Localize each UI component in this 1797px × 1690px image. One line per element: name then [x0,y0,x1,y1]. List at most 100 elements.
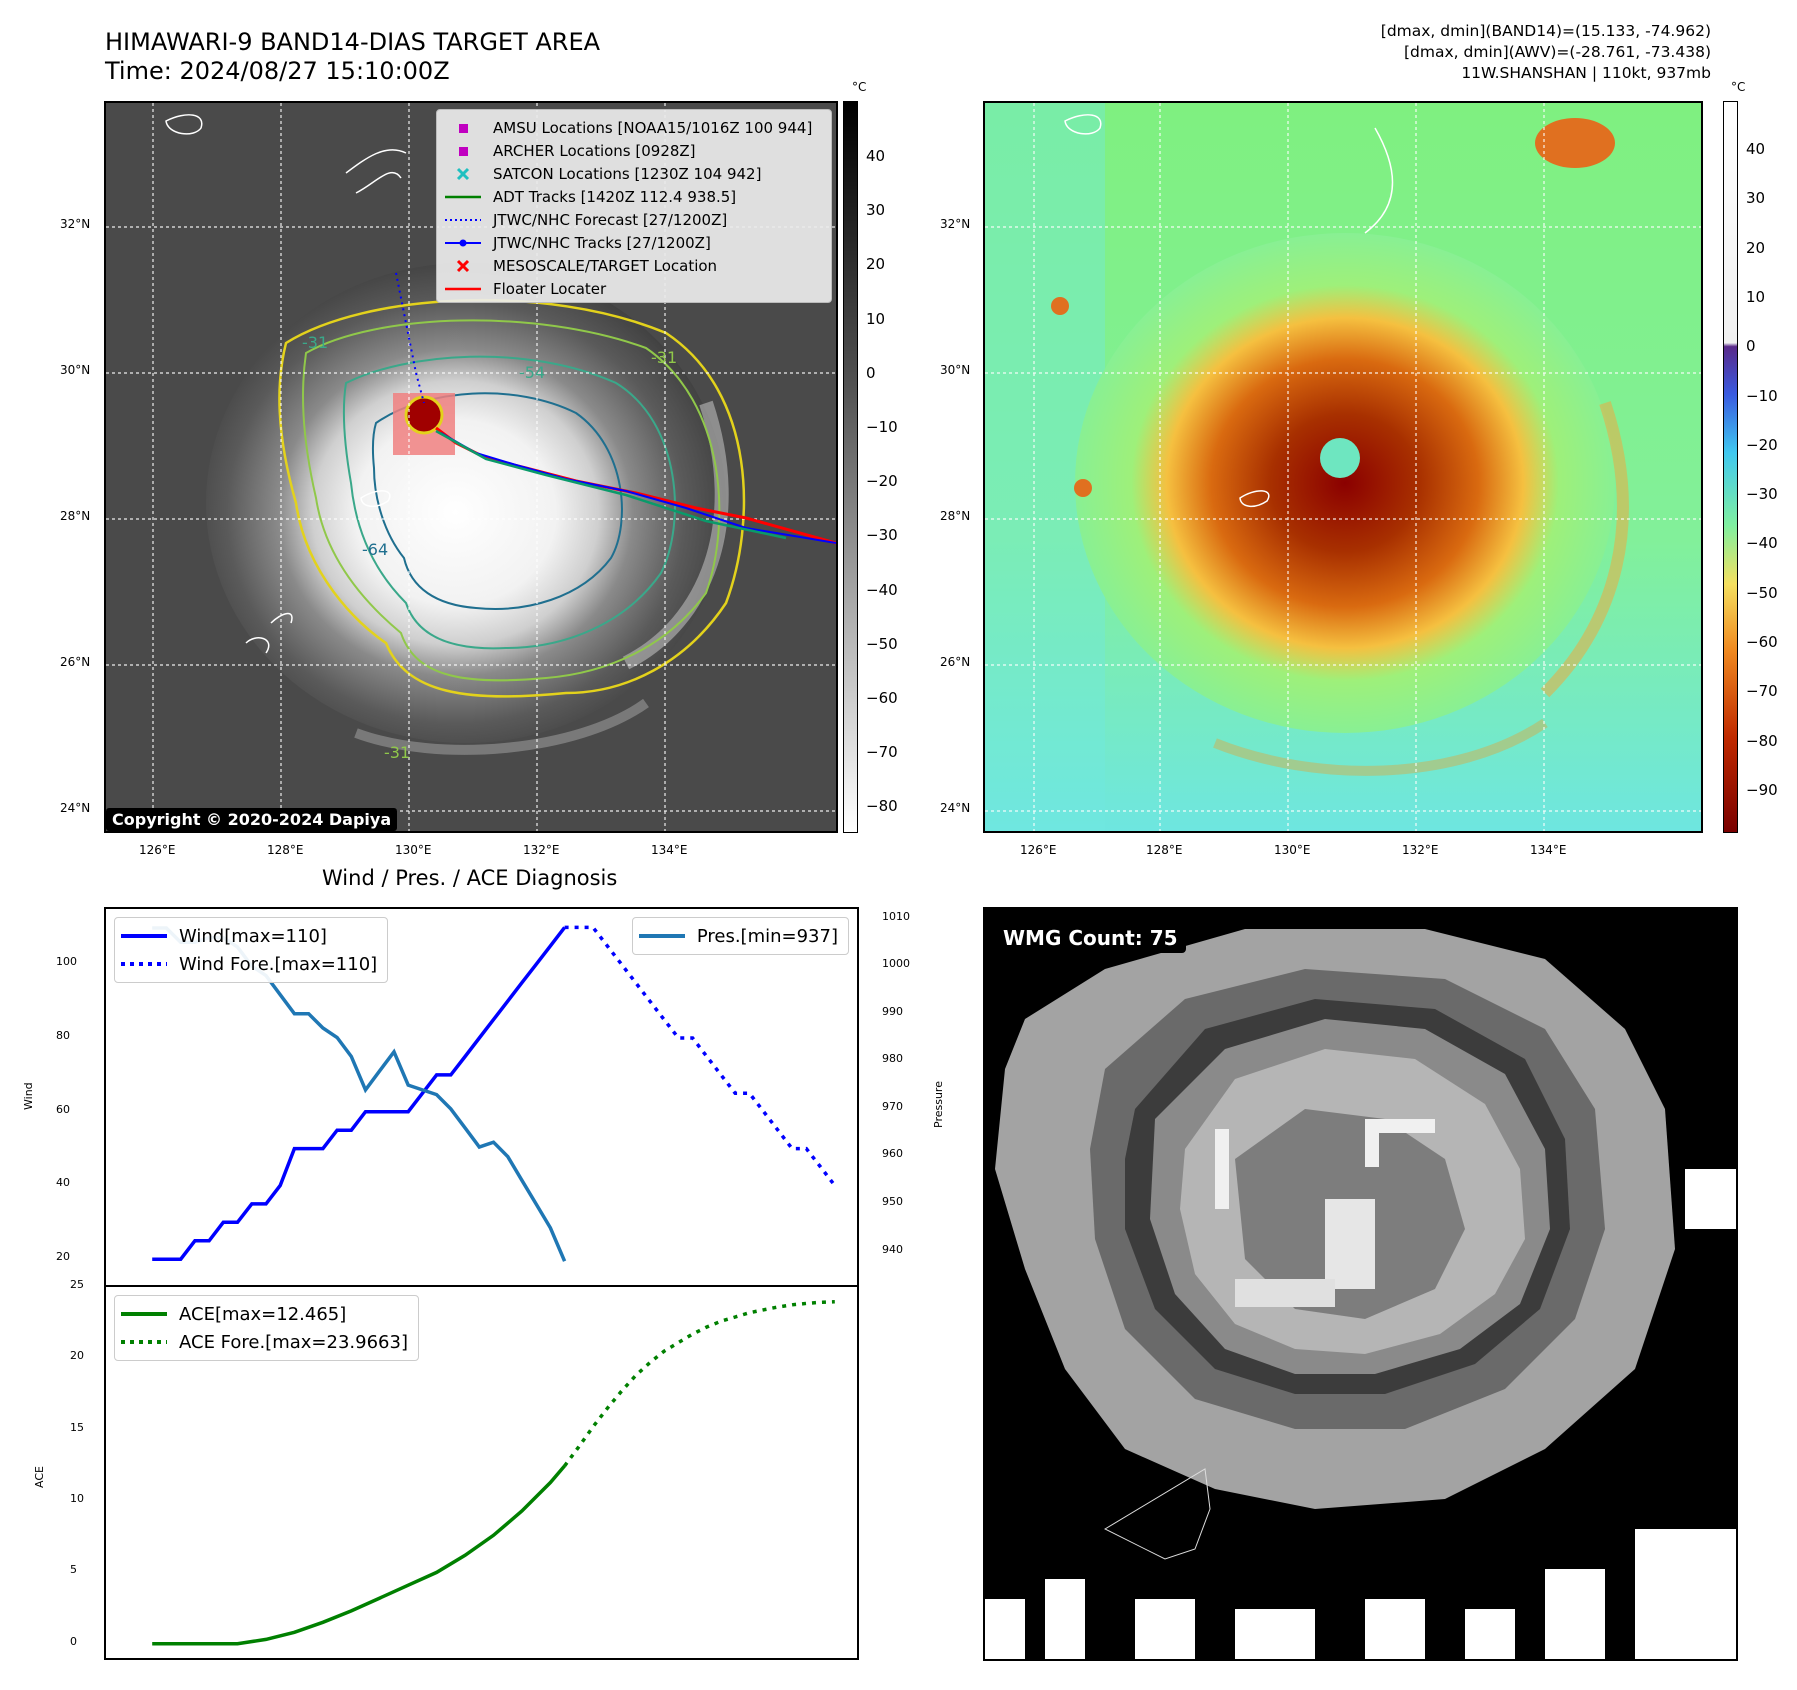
colorbar-tick: −30 [866,526,898,545]
ace-ytick: 15 [70,1420,84,1434]
pressure-ytick: 980 [882,1052,903,1066]
legend-entry: Pres.[min=937] [638,925,838,947]
pressure-ytick: 1000 [882,957,910,971]
contour-label: -31 [651,348,677,367]
colorbar-tick: 0 [1746,337,1756,356]
lon-label: 134°E [1530,843,1567,857]
colorbar-tick: 40 [866,147,886,165]
colorbar-tick: −70 [1746,682,1778,701]
legend-symbol [445,235,481,251]
map-legend: AMSU Locations [NOAA15/1016Z 100 944] ARC… [436,109,832,303]
dmax-band14-info: [dmax, dmin](BAND14)=(15.133, -74.962) [1380,22,1711,40]
legend-symbol [445,143,481,159]
colorbar-tick: −90 [1746,780,1778,799]
legend-label: MESOSCALE/TARGET Location [493,256,718,275]
pressure-ytick: 940 [882,1242,903,1256]
legend-entry: Wind[max=110] [121,925,327,947]
colorbar-tick: 30 [866,201,886,220]
ir-map-panel: -31 -54 -64 -31 -31 AMSU Locations [NOAA… [104,101,838,833]
colorbar-tick: −20 [1746,435,1778,454]
colorbar-tick: −10 [866,418,898,436]
ace-ytick: 25 [70,1278,84,1291]
colorbar-tick: −50 [1746,583,1778,602]
lat-label: 24°N [940,801,971,815]
colorbar-tick: −70 [866,743,898,762]
storm-info: 11W.SHANSHAN | 110kt, 937mb [1461,64,1711,82]
legend-label: ADT Tracks [1420Z 112.4 938.5] [493,187,737,206]
ace-ytick: 5 [70,1563,77,1577]
lat-label: 28°N [940,509,971,523]
lat-label: 32°N [60,217,91,231]
lat-label: 26°N [60,655,91,669]
pressure-ytick: 970 [882,1099,903,1113]
colorbar-tick: −50 [866,634,898,653]
ace-ytick: 10 [70,1492,84,1506]
lat-label: 30°N [60,363,91,377]
map-legend-entry: ARCHER Locations [0928Z] [445,139,821,162]
lat-label: 30°N [940,363,971,377]
pressure-ylabel: Pressure [932,1081,945,1128]
wind-panel: Wind[max=110] Wind Fore.[max=110] Pres.[… [104,907,859,1287]
legend-label: JTWC/NHC Tracks [27/1200Z] [493,233,711,252]
legend-label: SATCON Locations [1230Z 104 942] [493,164,762,183]
wind-ytick: 40 [56,1176,70,1190]
legend-label: AMSU Locations [NOAA15/1016Z 100 944] [493,118,813,137]
colorbar-tick: 20 [1746,238,1766,257]
colorbar-tick: 10 [1746,287,1766,306]
colorbar-tick: −10 [1746,386,1778,405]
ace-panel: ACE[max=12.465] ACE Fore.[max=23.9663] [104,1285,859,1660]
lat-label: 28°N [60,509,91,523]
ace-line [152,1464,566,1646]
legend-label: Floater Locater [493,279,607,298]
legend-label: ARCHER Locations [0928Z] [493,141,696,160]
colorbar-right-unit: °C [1731,80,1746,94]
ace-legend: ACE[max=12.465] ACE Fore.[max=23.9663] [114,1295,419,1361]
wind-legend: Wind[max=110] Wind Fore.[max=110] [114,917,389,983]
ace-ylabel: ACE [33,1466,46,1488]
legend-entry: Wind Fore.[max=110] [121,953,378,975]
lon-label: 126°E [1020,843,1057,857]
lon-label: 132°E [1402,843,1439,857]
wind-line [152,926,566,1261]
lon-label: 128°E [267,843,304,857]
map-legend-entry: ADT Tracks [1420Z 112.4 938.5] [445,185,821,208]
ace-ytick: 20 [70,1349,84,1363]
wmg-image [985,909,1736,1659]
chart-time: Time: 2024/08/27 15:10:00Z [105,57,450,85]
awv-map [985,103,1701,831]
lon-label: 134°E [651,843,688,857]
map-legend-entry: JTWC/NHC Tracks [27/1200Z] [445,231,821,254]
colorbar-tick: −60 [1746,633,1778,651]
pressure-ytick: 950 [882,1195,903,1209]
chart-title: HIMAWARI-9 BAND14-DIAS TARGET AREA [105,28,601,56]
map-legend-entry: AMSU Locations [NOAA15/1016Z 100 944] [445,116,821,139]
lon-label: 130°E [395,843,432,857]
legend-symbol [445,281,481,297]
wind-ytick: 100 [56,955,77,969]
legend-symbol [445,189,481,205]
contour-label: -54 [519,363,545,382]
colorbar-tick: −80 [1746,731,1778,750]
colorbar-tick: 20 [866,255,886,274]
ace-ytick: 0 [70,1634,77,1648]
ace-forecast-line [563,1300,835,1467]
colorbar-right [1723,101,1738,833]
awv-map-panel [983,101,1703,833]
colorbar-tick: −40 [1746,534,1778,553]
copyright-label: Copyright © 2020-2024 Dapiya [106,808,398,831]
legend-symbol [445,258,481,274]
legend-label: JTWC/NHC Forecast [27/1200Z] [493,210,728,229]
ace-chart [152,1300,835,1646]
lon-label: 130°E [1274,843,1311,857]
wmg-count-label: WMG Count: 75 [995,923,1186,953]
colorbar-tick: 0 [866,363,876,382]
pressure-ytick: 960 [882,1147,903,1161]
lat-label: 24°N [60,801,91,815]
colorbar-left-unit: °C [852,80,867,94]
colorbar-tick: 30 [1746,189,1766,208]
lon-label: 126°E [139,843,176,857]
colorbar-tick: 10 [866,309,886,328]
contour-label: -64 [362,540,388,559]
map-legend-entry: Floater Locater [445,277,821,300]
pressure-legend: Pres.[min=937] [631,917,849,955]
